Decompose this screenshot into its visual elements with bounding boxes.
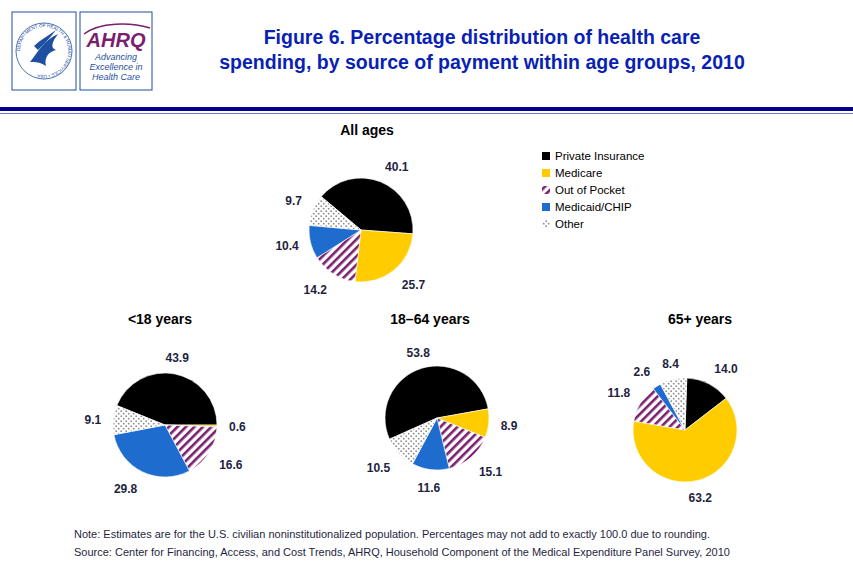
slices <box>309 178 413 282</box>
pie-slice <box>309 225 361 257</box>
data-labels: 40.1 25.7 14.2 10.4 9.7 <box>275 160 425 298</box>
legend-label: Private Insurance <box>555 150 645 162</box>
pie-slice <box>113 406 165 435</box>
legend-swatch <box>542 169 550 177</box>
data-label: 63.2 <box>689 491 713 505</box>
legend-label: Medicare <box>555 167 602 179</box>
legend: Private Insurance Medicare Out of Pocket Me… <box>542 150 645 230</box>
data-label: 14.0 <box>714 362 738 376</box>
data-label: 9.1 <box>85 413 102 427</box>
legend-label: Medicaid/CHIP <box>555 201 632 213</box>
footer-note: Note: Estimates are for the U.S. civilia… <box>74 528 710 540</box>
pie-chart: 18–64 years 53.8 8.9 15.1 11.6 10.5 <box>367 311 518 495</box>
ahrq-box <box>80 12 152 90</box>
data-labels: 53.8 8.9 15.1 11.6 10.5 <box>367 346 518 495</box>
ahrq-tagline: Advancing <box>94 52 137 62</box>
legend-swatch <box>542 186 550 194</box>
legend-label: Other <box>555 218 584 230</box>
pie-title: 65+ years <box>668 311 732 327</box>
data-label: 10.4 <box>275 239 299 253</box>
ahrq-logo: AHRQAdvancingExcellence inHealth Care <box>80 12 152 90</box>
legend-swatch <box>542 203 550 211</box>
pie-title: 18–64 years <box>390 311 470 327</box>
data-label: 11.6 <box>418 481 441 495</box>
hhs-ring <box>16 23 72 79</box>
pie-title: All ages <box>340 122 394 138</box>
header-rule <box>0 107 853 111</box>
pie-chart: <18 years 43.9 0.6 16.6 29.8 9.1 <box>85 311 246 496</box>
data-label: 29.8 <box>114 482 138 496</box>
data-label: 25.7 <box>402 278 426 292</box>
hhs-text: DEPARTMENT OF HEALTH & HUMAN SERVICES • … <box>16 23 72 79</box>
data-labels: 43.9 0.6 16.6 29.8 9.1 <box>85 351 246 496</box>
slices <box>633 378 737 482</box>
pie-slice <box>309 197 361 230</box>
pie-slice <box>390 418 438 464</box>
ahrq-text: AHRQ <box>86 29 146 51</box>
data-label: 43.9 <box>166 351 190 365</box>
data-label: 14.2 <box>304 283 328 297</box>
ahrq-tagline: Excellence in <box>89 62 142 72</box>
pie-chart: All ages 40.1 25.7 14.2 10.4 9.7 <box>275 122 425 297</box>
figure-title: spending, by source of payment within ag… <box>219 51 745 73</box>
data-label: 11.8 <box>607 386 630 400</box>
data-label: 53.8 <box>407 346 431 360</box>
data-label: 10.5 <box>367 461 391 475</box>
data-label: 8.9 <box>501 419 518 433</box>
figure: DEPARTMENT OF HEALTH & HUMAN SERVICES • … <box>0 0 853 576</box>
data-label: 8.4 <box>662 357 679 371</box>
slices <box>385 366 489 470</box>
hhs-eagle-wing <box>34 30 56 50</box>
background <box>0 0 853 576</box>
pie-chart: 65+ years 14.0 63.2 11.8 2.6 8.4 <box>607 311 737 505</box>
data-label: 40.1 <box>385 160 409 174</box>
hhs-box <box>12 12 76 90</box>
data-label: 9.7 <box>285 194 302 208</box>
data-label: 15.1 <box>479 465 503 479</box>
hhs-logo: DEPARTMENT OF HEALTH & HUMAN SERVICES • … <box>12 12 76 90</box>
data-label: 2.6 <box>634 365 651 379</box>
slices <box>113 373 217 477</box>
pie-slice <box>355 230 413 282</box>
legend-label: Out of Pocket <box>555 184 625 196</box>
header-rule-thin <box>0 113 853 114</box>
pie-title: <18 years <box>128 311 192 327</box>
figure-title: Figure 6. Percentage distribution of hea… <box>264 26 701 48</box>
legend-swatch <box>542 152 550 160</box>
hhs-textpath: DEPARTMENT OF HEALTH & HUMAN SERVICES • … <box>16 23 72 79</box>
legend-swatch <box>542 220 550 228</box>
data-labels: 14.0 63.2 11.8 2.6 8.4 <box>607 357 737 505</box>
ahrq-tagline: Health Care <box>92 72 140 82</box>
data-label: 16.6 <box>219 458 243 472</box>
footer-source: Source: Center for Financing, Access, an… <box>74 546 730 558</box>
data-label: 0.6 <box>229 420 246 434</box>
pie-slice <box>660 378 686 430</box>
